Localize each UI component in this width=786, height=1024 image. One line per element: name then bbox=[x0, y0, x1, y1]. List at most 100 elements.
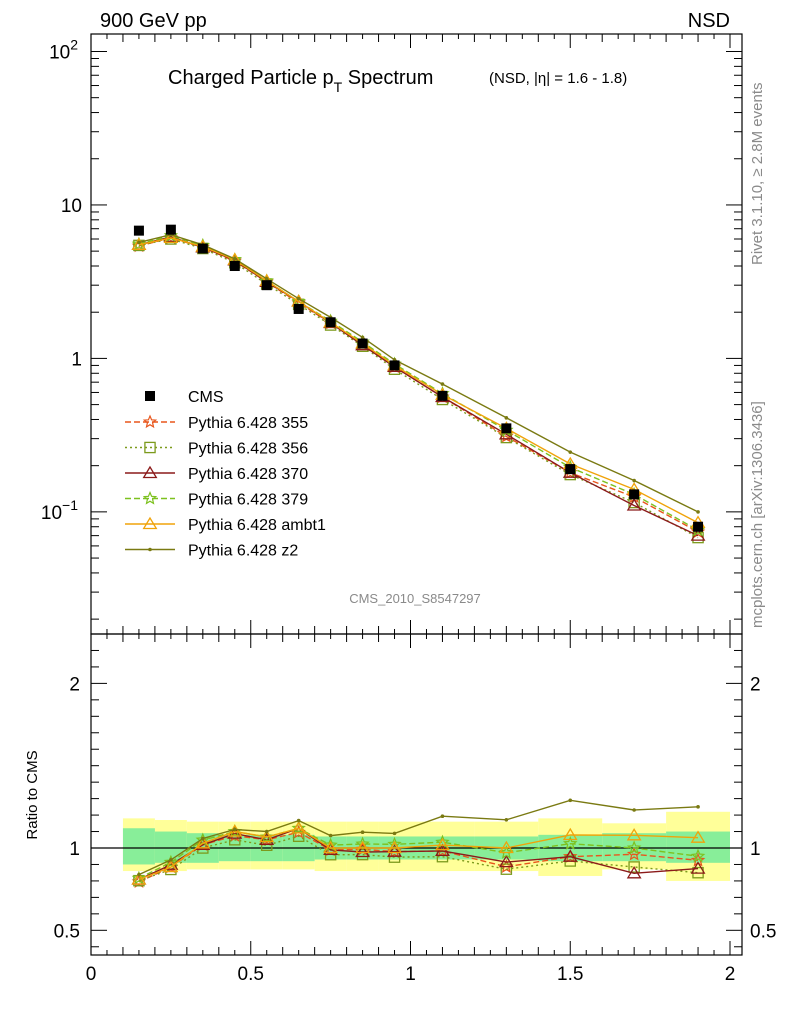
data-point bbox=[165, 224, 176, 235]
legend-label: CMS bbox=[188, 389, 224, 406]
chart-title: Charged Particle pT Spectrum bbox=[168, 67, 433, 95]
series-point bbox=[142, 490, 158, 505]
series-point bbox=[696, 510, 700, 514]
data-point bbox=[229, 261, 240, 272]
series-point bbox=[201, 836, 205, 841]
series-point bbox=[435, 837, 450, 851]
series-point bbox=[562, 836, 578, 850]
series-point bbox=[131, 236, 147, 251]
series-point bbox=[562, 849, 578, 862]
legend-label: Pythia 6.428 370 bbox=[188, 466, 308, 483]
series-point bbox=[498, 840, 514, 854]
series-point bbox=[323, 840, 339, 854]
x-tick-label: 0 bbox=[86, 964, 97, 985]
series-point bbox=[360, 830, 365, 834]
series-point bbox=[387, 836, 402, 851]
series-point bbox=[500, 863, 513, 875]
data-point bbox=[357, 338, 368, 349]
series-point bbox=[291, 820, 306, 835]
series-point bbox=[632, 478, 636, 483]
series-point bbox=[690, 830, 706, 843]
ratio-y-tick-label-right: 2 bbox=[750, 674, 761, 695]
x-tick-label: 1 bbox=[405, 964, 416, 985]
series-point bbox=[131, 870, 147, 885]
series-point bbox=[628, 861, 640, 873]
series-point bbox=[355, 844, 371, 858]
ratio-line bbox=[138, 827, 699, 879]
series-point bbox=[142, 516, 158, 530]
legend-label: Pythia 6.428 356 bbox=[188, 441, 308, 458]
series-point bbox=[169, 858, 173, 862]
legend-label: Pythia 6.428 z2 bbox=[188, 543, 298, 560]
series-point bbox=[387, 844, 402, 857]
data-point bbox=[565, 464, 576, 475]
series-point bbox=[259, 829, 275, 843]
series-point bbox=[562, 827, 578, 841]
ratio-band-inner bbox=[122, 828, 155, 865]
series-point bbox=[626, 828, 642, 841]
ratio-y-tick-label: 1 bbox=[69, 839, 80, 860]
axes-text: 0 0.5 1 1.5 2 102 10 1 10−1 0.5 0.5 1 1 2 2 bbox=[41, 36, 777, 985]
y-tick-label: 10−1 bbox=[41, 497, 78, 524]
x-tick-label: 2 bbox=[725, 964, 736, 985]
watermark: CMS_2010_S8547297 bbox=[349, 591, 481, 606]
series-point bbox=[690, 848, 706, 863]
chart-title-sub: T bbox=[334, 79, 343, 95]
series-point bbox=[360, 335, 365, 340]
series-point bbox=[133, 239, 145, 252]
series-point bbox=[195, 836, 211, 849]
legend-label: Pythia 6.428 379 bbox=[188, 492, 308, 509]
data-point bbox=[325, 317, 336, 328]
data-point bbox=[197, 243, 208, 254]
data-point bbox=[293, 303, 304, 314]
series-point bbox=[568, 798, 573, 803]
data-point bbox=[389, 360, 400, 371]
series-line bbox=[138, 233, 699, 513]
series-point bbox=[264, 277, 269, 281]
series-point bbox=[440, 382, 445, 386]
series-point bbox=[259, 829, 274, 844]
series-point bbox=[499, 845, 514, 859]
ratio-ylabel: Ratio to CMS bbox=[24, 750, 41, 839]
legend-label: Pythia 6.428 355 bbox=[188, 415, 308, 432]
series-line bbox=[138, 234, 699, 531]
series-point bbox=[626, 866, 642, 879]
series-point bbox=[355, 840, 371, 854]
series-point bbox=[232, 257, 237, 261]
chart-title-main2: Spectrum bbox=[342, 67, 433, 89]
header-right: NSD bbox=[688, 10, 730, 32]
series-point bbox=[387, 840, 402, 854]
data-point bbox=[133, 225, 144, 236]
y-tick-label: 10 bbox=[61, 196, 82, 217]
chart-title-small: (NSD, |η| = 1.6 - 1.8) bbox=[489, 70, 627, 87]
series-point bbox=[392, 831, 397, 836]
series-point bbox=[131, 237, 147, 250]
series-point bbox=[137, 872, 141, 877]
ratio-line bbox=[138, 827, 699, 881]
ratio-frame bbox=[90, 633, 743, 956]
side-label-bottom: mcplots.cern.ch [arXiv:1306.3436] bbox=[749, 401, 766, 628]
series-point bbox=[163, 854, 179, 869]
series-point bbox=[632, 808, 636, 812]
series-point bbox=[148, 547, 152, 552]
series-point bbox=[355, 836, 370, 851]
legend-label: Pythia 6.428 ambt1 bbox=[188, 517, 326, 534]
series-point bbox=[163, 230, 179, 244]
series-point bbox=[264, 829, 269, 834]
legend: CMS Pythia 6.428 355 Pythia 6.428 356 Pythi… bbox=[125, 389, 326, 560]
series-point bbox=[142, 414, 158, 429]
series-point bbox=[144, 441, 156, 454]
series-point bbox=[562, 849, 578, 863]
series-point bbox=[626, 498, 642, 511]
x-tick-label: 0.5 bbox=[238, 964, 264, 985]
series-point bbox=[696, 805, 700, 809]
ratio-y-tick-label: 2 bbox=[69, 674, 80, 695]
legend-marker-data bbox=[145, 391, 155, 401]
ratio-y-tick-label-right: 0.5 bbox=[750, 921, 776, 942]
series-point bbox=[568, 450, 573, 454]
series-point bbox=[690, 861, 706, 874]
series-point bbox=[232, 827, 237, 832]
header-left: 900 GeV pp bbox=[100, 10, 207, 32]
series-point bbox=[296, 296, 301, 301]
